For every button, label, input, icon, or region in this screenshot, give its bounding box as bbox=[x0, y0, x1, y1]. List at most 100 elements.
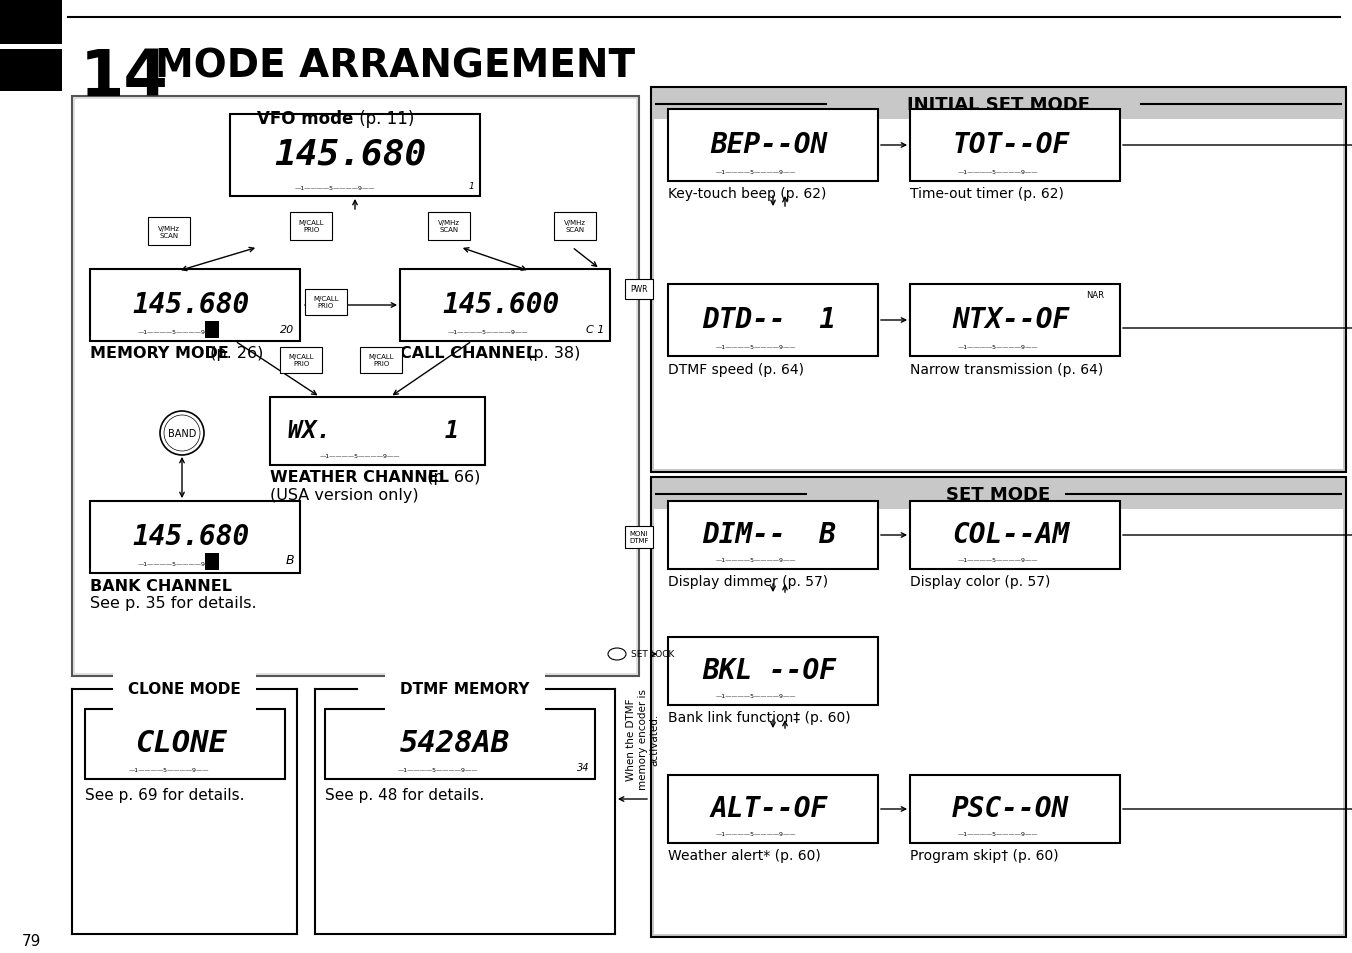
Text: —1————5————9——: —1————5————9—— bbox=[448, 330, 529, 335]
Text: M/CALL
PRIO: M/CALL PRIO bbox=[288, 355, 314, 367]
Bar bbox=[230, 115, 480, 196]
Text: M/CALL
PRIO: M/CALL PRIO bbox=[299, 220, 324, 233]
Bar bbox=[280, 348, 322, 374]
Text: (p. 66): (p. 66) bbox=[422, 470, 480, 485]
Text: —1————5————9——: —1————5————9—— bbox=[717, 171, 796, 175]
Text: MEMORY MODE: MEMORY MODE bbox=[91, 346, 228, 361]
Text: M: M bbox=[208, 558, 215, 566]
Text: DIM--  B: DIM-- B bbox=[702, 520, 836, 548]
Bar bbox=[910, 285, 1119, 356]
Bar bbox=[91, 501, 300, 574]
Text: —1————5————9——: —1————5————9—— bbox=[717, 345, 796, 350]
Text: SET LOCK: SET LOCK bbox=[631, 650, 675, 659]
Text: COL--AM: COL--AM bbox=[952, 520, 1069, 548]
Text: See p. 35 for details.: See p. 35 for details. bbox=[91, 596, 257, 611]
Text: INITIAL SET MODE: INITIAL SET MODE bbox=[907, 96, 1090, 113]
Text: Narrow transmission (p. 64): Narrow transmission (p. 64) bbox=[910, 363, 1103, 376]
Text: —1————5————9——: —1————5————9—— bbox=[959, 171, 1038, 175]
Bar bbox=[910, 110, 1119, 182]
Bar bbox=[654, 120, 1343, 470]
Text: (p. 11): (p. 11) bbox=[353, 110, 414, 128]
Bar bbox=[910, 501, 1119, 569]
Text: Weather alert* (p. 60): Weather alert* (p. 60) bbox=[668, 848, 821, 862]
Text: —1————5————9——: —1————5————9—— bbox=[959, 832, 1038, 837]
Bar bbox=[0, 45, 62, 50]
Text: Display color (p. 57): Display color (p. 57) bbox=[910, 575, 1051, 588]
Bar bbox=[668, 638, 877, 705]
Text: CALL CHANNEL: CALL CHANNEL bbox=[400, 346, 537, 361]
Text: —1————5————9——: —1————5————9—— bbox=[138, 330, 219, 335]
Text: DTD--  1: DTD-- 1 bbox=[702, 305, 836, 334]
Text: CLONE MODE: CLONE MODE bbox=[128, 681, 241, 697]
Text: —1————5————9——: —1————5————9—— bbox=[717, 832, 796, 837]
Text: V/MHz
SCAN: V/MHz SCAN bbox=[564, 220, 585, 233]
Text: BEP--ON: BEP--ON bbox=[710, 131, 827, 158]
Bar bbox=[429, 213, 470, 241]
Bar bbox=[306, 290, 347, 315]
Bar bbox=[0, 50, 62, 91]
Text: BANK CHANNEL: BANK CHANNEL bbox=[91, 578, 233, 594]
Bar bbox=[668, 285, 877, 356]
Bar bbox=[625, 280, 653, 299]
Text: NTX--OF: NTX--OF bbox=[952, 305, 1069, 334]
Text: M/CALL
PRIO: M/CALL PRIO bbox=[314, 296, 339, 309]
Bar bbox=[85, 709, 285, 780]
Bar bbox=[147, 218, 191, 246]
Text: Bank link function‡ (p. 60): Bank link function‡ (p. 60) bbox=[668, 710, 850, 724]
Text: WEATHER CHANNEL: WEATHER CHANNEL bbox=[270, 470, 449, 485]
Text: PWR: PWR bbox=[630, 285, 648, 294]
Text: —1————5————9——: —1————5————9—— bbox=[320, 454, 400, 459]
Text: (p. 38): (p. 38) bbox=[522, 346, 580, 361]
Text: When the DTMF
memory encoder is
activated.: When the DTMF memory encoder is activate… bbox=[626, 689, 660, 790]
Text: 5428AB: 5428AB bbox=[399, 728, 510, 758]
Bar bbox=[72, 97, 639, 677]
Text: CLONE: CLONE bbox=[135, 728, 227, 758]
Text: BAND: BAND bbox=[168, 429, 196, 438]
Text: TOT--OF: TOT--OF bbox=[952, 131, 1069, 158]
Bar bbox=[91, 270, 300, 341]
Text: 14: 14 bbox=[80, 47, 169, 109]
Text: —1————5————9——: —1————5————9—— bbox=[717, 558, 796, 563]
Text: 20: 20 bbox=[280, 325, 293, 335]
Text: (USA version only): (USA version only) bbox=[270, 488, 419, 503]
Text: WX.        1: WX. 1 bbox=[288, 418, 458, 442]
Text: —1————5————9——: —1————5————9—— bbox=[295, 185, 376, 191]
Text: See p. 48 for details.: See p. 48 for details. bbox=[324, 788, 484, 802]
Text: —1————5————9——: —1————5————9—— bbox=[397, 768, 479, 773]
Ellipse shape bbox=[608, 648, 626, 660]
Text: SET MODE: SET MODE bbox=[946, 485, 1051, 503]
Text: V/MHz
SCAN: V/MHz SCAN bbox=[438, 220, 460, 233]
Text: See p. 69 for details.: See p. 69 for details. bbox=[85, 788, 245, 802]
Bar bbox=[910, 775, 1119, 843]
Text: Key-touch beep (p. 62): Key-touch beep (p. 62) bbox=[668, 187, 826, 201]
Bar bbox=[0, 0, 62, 45]
Text: DTMF speed (p. 64): DTMF speed (p. 64) bbox=[668, 363, 804, 376]
Text: Display dimmer (p. 57): Display dimmer (p. 57) bbox=[668, 575, 829, 588]
Text: 145.680: 145.680 bbox=[132, 522, 249, 550]
Bar bbox=[668, 501, 877, 569]
Bar bbox=[625, 526, 653, 548]
Text: VFO mode: VFO mode bbox=[257, 110, 353, 128]
Bar bbox=[324, 709, 595, 780]
Text: 145.600: 145.600 bbox=[442, 291, 560, 318]
Text: (p. 26): (p. 26) bbox=[206, 346, 264, 361]
Bar bbox=[654, 510, 1343, 934]
Text: Time-out timer (p. 62): Time-out timer (p. 62) bbox=[910, 187, 1064, 201]
Text: 145.680: 145.680 bbox=[274, 137, 426, 172]
Circle shape bbox=[160, 412, 204, 456]
Text: 1: 1 bbox=[468, 182, 475, 191]
Text: —1————5————9——: —1————5————9—— bbox=[138, 562, 219, 567]
Text: —1————5————9——: —1————5————9—— bbox=[959, 558, 1038, 563]
Text: —1————5————9——: —1————5————9—— bbox=[128, 768, 210, 773]
Text: BKL --OF: BKL --OF bbox=[702, 656, 836, 684]
Text: —1————5————9——: —1————5————9—— bbox=[717, 694, 796, 699]
Bar bbox=[668, 775, 877, 843]
Text: C 1: C 1 bbox=[585, 325, 604, 335]
Circle shape bbox=[164, 416, 200, 452]
Bar bbox=[554, 213, 596, 241]
Text: MODE ARRANGEMENT: MODE ARRANGEMENT bbox=[155, 48, 635, 86]
Bar bbox=[360, 348, 402, 374]
Bar bbox=[289, 213, 333, 241]
Text: M/CALL
PRIO: M/CALL PRIO bbox=[368, 355, 393, 367]
Bar bbox=[270, 397, 485, 465]
